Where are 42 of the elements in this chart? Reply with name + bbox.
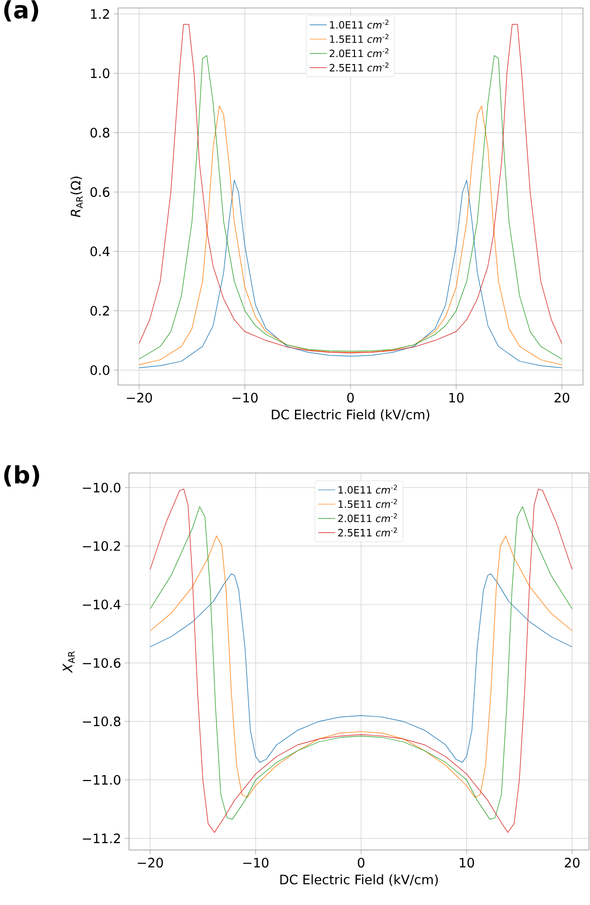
x-tick-label: 20 — [554, 392, 570, 403]
y-tick-label: 0.8 — [90, 128, 110, 138]
y-tick-label: −10.8 — [82, 716, 120, 726]
legend-label: 1.0E11 cm$^{-2}$ — [330, 20, 388, 29]
chart-title: (b) — [4, 465, 40, 487]
y-tick-label: 0.4 — [90, 246, 110, 256]
y-tick-label: 1.0 — [91, 68, 110, 78]
x-axis-title: DC Electric Field (kV/cm) — [272, 409, 430, 421]
legend-label: 1.5E11 cm$^{-2}$ — [330, 34, 388, 43]
y-tick-label: 0.6 — [90, 187, 110, 197]
chart-title: (a) — [4, 0, 38, 22]
line-series — [138, 106, 562, 366]
y-tick-label: −10.0 — [82, 482, 120, 493]
y-tick-label: −11.0 — [82, 774, 120, 785]
legend-label: 2.5E11 cm$^{-2}$ — [330, 62, 388, 72]
y-axis-title: X$_{AR}$ — [62, 651, 75, 674]
x-tick-label: 0 — [347, 392, 354, 403]
x-tick-label: 20 — [564, 858, 580, 868]
x-tick-label: 10 — [449, 392, 464, 403]
x-axis-title: DC Electric Field (kV/cm) — [280, 874, 438, 886]
x-tick-label: 0 — [358, 858, 364, 868]
x-tick-label: −10 — [232, 392, 258, 403]
x-tick-label: 10 — [460, 858, 474, 868]
legend-label: 2.5E11 cm$^{-2}$ — [338, 528, 397, 536]
y-tick-label: 0.2 — [90, 306, 109, 316]
line-series — [150, 536, 572, 798]
x-tick-label: −20 — [138, 858, 163, 868]
legend-label: 1.0E11 cm$^{-2}$ — [338, 484, 397, 494]
y-tick-label: −10.6 — [82, 658, 120, 668]
y-tick-label: −10.2 — [82, 541, 120, 551]
legend-label: 2.0E11 cm$^{-2}$ — [338, 513, 397, 522]
x-tick-label: −10 — [243, 858, 268, 868]
y-tick-label: 0.0 — [90, 365, 110, 376]
legend-label: 2.0E11 cm$^{-2}$ — [330, 48, 388, 58]
y-tick-label: −10.4 — [82, 600, 120, 610]
y-axis-title: R$_{AR}$(Ω) — [70, 176, 83, 218]
y-tick-label: 1.2 — [91, 9, 109, 19]
legend-label: 1.5E11 cm$^{-2}$ — [338, 498, 397, 508]
y-tick-label: −11.2 — [82, 834, 120, 844]
line-series — [150, 574, 572, 763]
line-series — [138, 180, 562, 368]
x-tick-label: −20 — [126, 392, 152, 403]
